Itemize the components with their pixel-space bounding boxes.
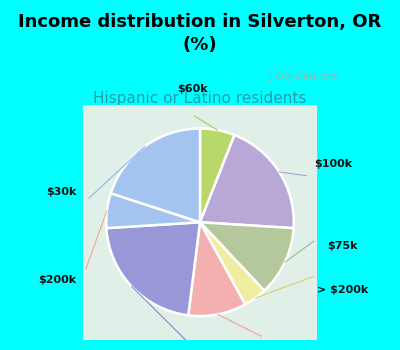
Text: > $200k: > $200k <box>317 285 368 295</box>
Wedge shape <box>200 128 234 222</box>
Wedge shape <box>111 128 200 222</box>
Text: $75k: $75k <box>327 241 358 251</box>
Text: ⓘ City-Data.com: ⓘ City-Data.com <box>267 72 339 81</box>
Wedge shape <box>200 222 294 290</box>
Wedge shape <box>188 222 245 316</box>
FancyBboxPatch shape <box>3 49 397 350</box>
Text: $100k: $100k <box>314 159 352 169</box>
Text: $200k: $200k <box>38 275 76 285</box>
Wedge shape <box>200 222 264 304</box>
Wedge shape <box>106 193 200 228</box>
Text: $30k: $30k <box>46 187 76 197</box>
Text: Hispanic or Latino residents: Hispanic or Latino residents <box>93 91 307 106</box>
Wedge shape <box>200 135 294 228</box>
Text: $60k: $60k <box>177 84 208 94</box>
Wedge shape <box>106 222 200 315</box>
Text: Income distribution in Silverton, OR
(%): Income distribution in Silverton, OR (%) <box>18 13 382 54</box>
